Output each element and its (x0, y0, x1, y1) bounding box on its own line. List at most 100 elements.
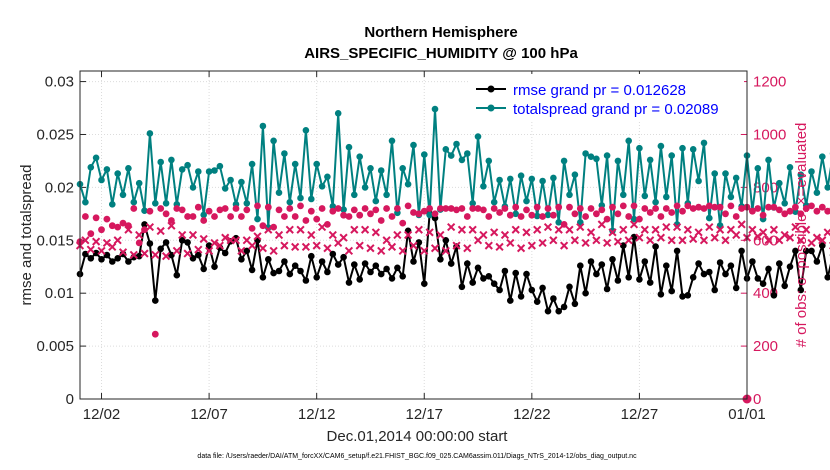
obs-evaluated-marker (683, 225, 692, 234)
data-point-1 (152, 200, 159, 207)
obs-possible-marker (361, 205, 369, 212)
data-point-0 (555, 307, 562, 315)
obs-evaluated-marker (635, 233, 644, 242)
obs-evaluated-marker (199, 234, 208, 244)
obs-evaluated-stroke (694, 228, 703, 237)
data-point-0 (544, 307, 552, 315)
data-point-1 (458, 156, 466, 164)
data-point-1 (103, 166, 111, 173)
legend-totalspread-marker (487, 104, 495, 112)
data-point-1 (135, 179, 143, 187)
obs-evaluated-marker (699, 236, 709, 245)
obs-evaluated-stroke (527, 241, 536, 250)
obs-possible-marker (426, 205, 433, 212)
obs-evaluated-marker (221, 233, 230, 242)
obs-evaluated-stroke (603, 238, 612, 248)
data-point-1 (593, 155, 600, 163)
obs-evaluated-marker (215, 241, 224, 250)
data-point-0 (345, 279, 353, 286)
obs-evaluated-stroke (619, 225, 628, 234)
obs-evaluated-stroke (108, 242, 117, 252)
data-point-0 (512, 269, 519, 277)
obs-evaluated-stroke (748, 225, 757, 234)
data-point-1 (577, 219, 584, 226)
obs-possible-marker (394, 205, 401, 212)
obs-possible-marker (480, 206, 487, 214)
obs-evaluated-marker (296, 225, 305, 234)
obs-evaluated-marker (430, 244, 440, 253)
data-point-1 (351, 191, 358, 199)
obs-evaluated-marker (468, 225, 477, 234)
obs-evaluated-stroke (468, 225, 477, 234)
data-point-1 (119, 191, 127, 199)
data-point-0 (571, 300, 579, 308)
obs-evaluated-marker (785, 233, 795, 242)
obs-evaluated-marker (812, 233, 822, 242)
obs-evaluated-marker (586, 228, 596, 237)
data-point-0 (313, 274, 321, 281)
legend-rmse-label: rmse grand pr = 0.012628 (513, 82, 686, 99)
obs-evaluated-marker (576, 222, 585, 232)
data-point-0 (695, 260, 702, 267)
data-point-1 (345, 143, 353, 151)
obs-evaluated-marker (560, 241, 569, 250)
obs-evaluated-marker (533, 225, 542, 234)
obs-evaluated-marker (543, 222, 553, 232)
obs-evaluated-marker (124, 225, 133, 234)
obs-possible-marker (571, 210, 579, 218)
data-point-1 (329, 203, 337, 210)
data-point-1 (700, 139, 708, 147)
obs-evaluated-marker (769, 225, 779, 234)
data-point-1 (808, 168, 815, 175)
data-point-0 (716, 259, 724, 266)
obs-evaluated-marker (646, 236, 655, 245)
obs-possible-marker (388, 213, 396, 220)
obs-evaluated-stroke (285, 225, 294, 234)
data-point-0 (125, 258, 132, 265)
obs-evaluated-stroke (210, 238, 219, 248)
obs-evaluated-stroke (167, 221, 176, 230)
data-point-1 (668, 152, 675, 159)
data-point-0 (275, 267, 283, 275)
obs-evaluated-stroke (102, 238, 112, 248)
obs-evaluated-marker (441, 246, 450, 255)
data-point-1 (727, 193, 735, 201)
data-point-1 (270, 137, 277, 145)
data-point-1 (195, 168, 202, 175)
obs-possible-marker (587, 205, 595, 212)
axes: 12/02 12/07 12/12 12/17 12/22 12/27 01/0100.00… (36, 71, 786, 423)
obs-evaluated-marker (161, 252, 171, 261)
y-axis-label: rmse and totalspread (18, 165, 35, 306)
data-point-0 (539, 284, 546, 292)
data-point-0 (157, 245, 164, 253)
obs-evaluated-marker (301, 242, 311, 252)
obs-possible-marker (264, 203, 272, 211)
data-point-1 (614, 157, 622, 165)
obs-possible-marker (130, 205, 138, 212)
obs-possible-marker (194, 203, 202, 211)
obs-evaluated-stroke (447, 222, 456, 232)
obs-evaluated-stroke (662, 222, 671, 232)
obs-evaluated-stroke (436, 230, 445, 240)
obs-evaluated-marker (522, 228, 531, 237)
data-point-0 (388, 275, 396, 282)
obs-possible-marker (82, 213, 89, 220)
obs-possible-marker (765, 203, 772, 211)
obs-evaluated-stroke (409, 241, 418, 250)
data-point-0 (205, 242, 213, 249)
data-point-1 (507, 175, 514, 183)
obs-possible-marker (345, 213, 353, 220)
obs-possible-marker (141, 226, 148, 234)
data-point-1 (641, 192, 649, 200)
obs-evaluated-marker (447, 222, 456, 232)
obs-evaluated-stroke (780, 230, 789, 240)
data-point-1 (388, 137, 396, 145)
data-point-1 (286, 198, 294, 206)
data-point-1 (609, 227, 616, 235)
obs-possible-marker (630, 202, 638, 210)
data-point-1 (157, 158, 164, 166)
data-point-1 (410, 141, 417, 149)
obs-evaluated-stroke (484, 241, 493, 250)
obs-evaluated-marker (796, 236, 805, 245)
